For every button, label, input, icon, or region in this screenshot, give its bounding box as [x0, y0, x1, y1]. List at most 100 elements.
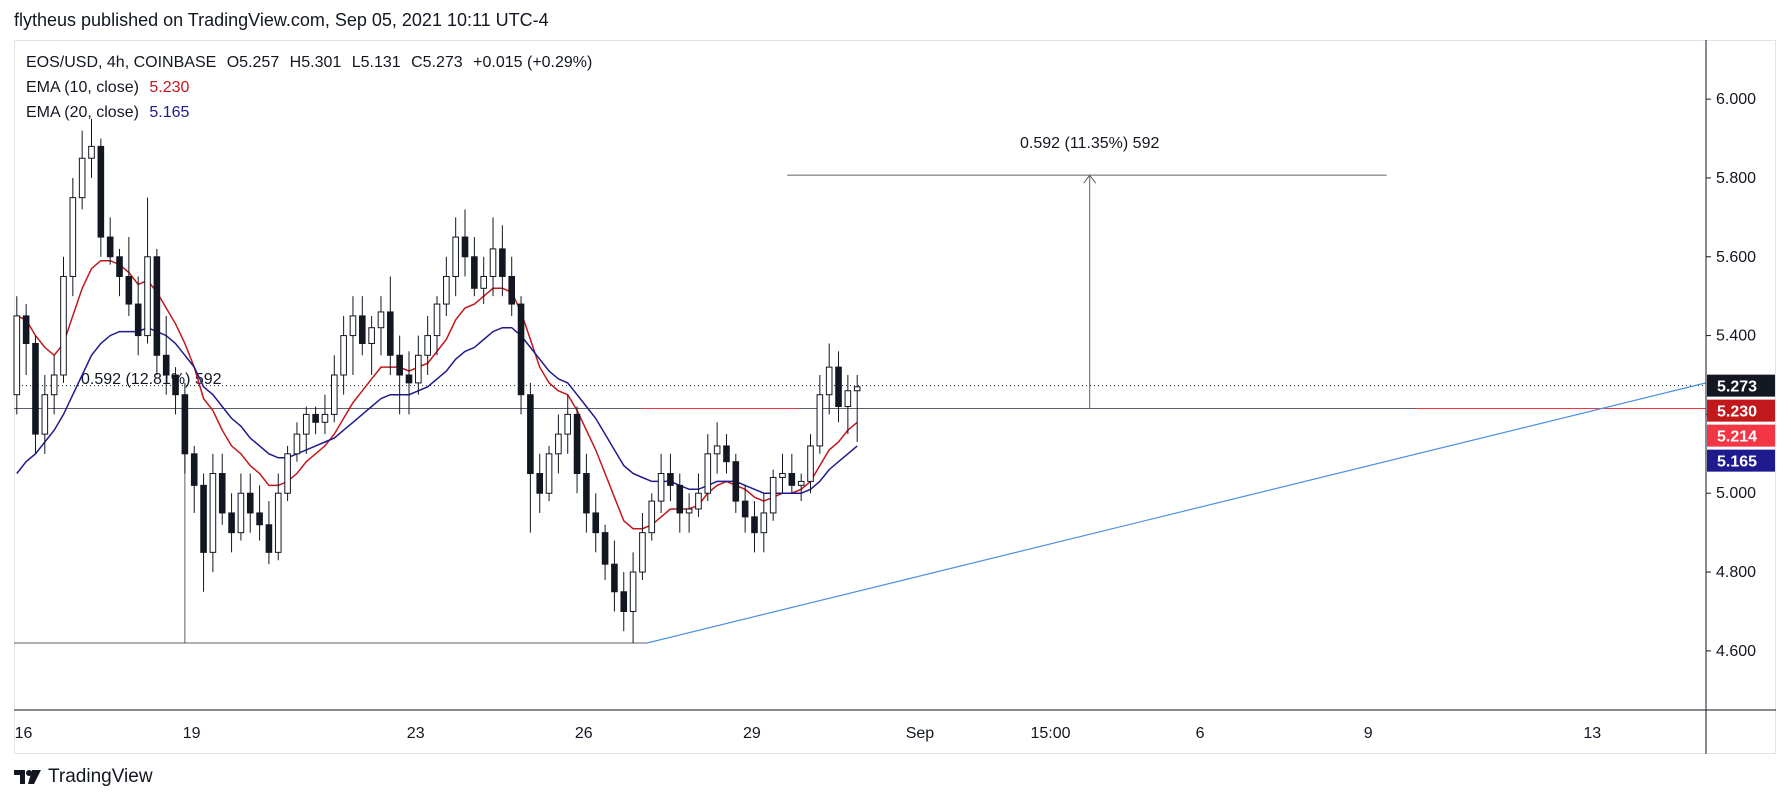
candle-body [22, 315, 30, 344]
price-tick-label: 4.600 [1716, 643, 1756, 660]
candle-body [88, 145, 95, 159]
chart-annotations: 0.592 (11.35%) 592 0.592 (12.81%) 592 [14, 135, 1707, 644]
candle-body [741, 500, 749, 518]
candle-body [676, 484, 684, 514]
candle-body [835, 366, 842, 408]
candle-body [564, 413, 572, 435]
candle-body [657, 473, 665, 502]
candle-body [396, 354, 403, 376]
candle-body [32, 342, 39, 435]
candle-body [181, 394, 189, 455]
price-badge-1-label: 5.214 [1717, 429, 1757, 446]
candle-body [50, 374, 58, 396]
last-price-label: 5.273 [1717, 379, 1757, 396]
candle-body [256, 512, 263, 526]
measure-up-label: 0.592 (11.35%) 592 [1020, 135, 1159, 152]
candle-body [284, 453, 291, 494]
tradingview-logo-icon [14, 770, 41, 784]
candle-body [769, 476, 777, 514]
candle-body [340, 335, 347, 376]
legend-symbol-line: EOS/USD, 4h, COINBASE O5.257 H5.301 L5.1… [26, 54, 598, 72]
candle-body [704, 453, 712, 494]
chart-axes: 4.6004.8005.0005.2005.4005.6005.8006.000… [14, 40, 1776, 754]
candle-body [265, 524, 273, 553]
ascending-trend-line [646, 382, 1707, 644]
time-tick-label: 16 [15, 725, 33, 742]
candle-body [144, 256, 151, 337]
candle-body [433, 303, 441, 337]
candle-body [527, 394, 534, 475]
candle-body [555, 433, 562, 455]
legend-ema10[interactable]: EMA (10, close) 5.230 [26, 79, 195, 97]
ema10-value: 5.230 [149, 79, 190, 96]
candle-body [639, 532, 646, 573]
candle-body [41, 394, 49, 435]
candle-body [788, 473, 796, 486]
candle-body [807, 445, 814, 482]
publish-info: flytheus published on TradingView.com, S… [14, 10, 549, 30]
candle-body [480, 275, 487, 289]
candle-body [452, 236, 459, 277]
candle-body [816, 394, 824, 447]
candle-body [751, 516, 758, 534]
candle-body [106, 236, 114, 258]
candle-body [713, 445, 721, 455]
time-tick-label: 15:00 [1030, 725, 1070, 742]
candle-body [13, 315, 21, 396]
candle-body [302, 413, 310, 435]
candle-body [246, 492, 254, 514]
candle-body [134, 303, 142, 337]
price-badge-2-box [1707, 449, 1775, 472]
price-tick-label: 4.800 [1716, 564, 1756, 581]
candle-body [312, 413, 319, 423]
legend-low: L5.131 [351, 54, 401, 71]
candle-body [349, 315, 357, 337]
price-tick-label: 5.400 [1716, 328, 1756, 345]
time-tick-label: 6 [1196, 725, 1205, 742]
tradingview-brand[interactable]: TradingView [14, 766, 153, 788]
candle-body [545, 453, 553, 494]
candle-body [358, 315, 366, 344]
candle-body [667, 473, 674, 486]
candle-body [69, 197, 77, 277]
time-tick-label: 23 [407, 725, 425, 742]
legend-change: +0.015 (+0.29%) [473, 54, 593, 71]
candle-body [779, 473, 786, 478]
candle-body [685, 508, 693, 514]
candle-body [125, 275, 133, 305]
candle-body [797, 480, 805, 486]
candle-body [200, 484, 207, 553]
price-tick-label: 5.600 [1716, 249, 1756, 266]
time-tick-label: 19 [183, 725, 201, 742]
candle-body [844, 390, 852, 408]
candle-body [274, 492, 282, 553]
candle-body [573, 413, 581, 475]
candle-body [377, 311, 385, 329]
candle-body [611, 563, 618, 593]
price-tick-label: 5.800 [1716, 170, 1756, 187]
candles [13, 118, 861, 643]
legend-close: C5.273 [411, 54, 463, 71]
candle-body [172, 374, 179, 396]
price-badge-1-box [1707, 424, 1775, 447]
last-price-box [1707, 374, 1775, 397]
candle-body [405, 374, 413, 384]
price-badge-0-label: 5.230 [1717, 404, 1757, 421]
candle-body [592, 512, 600, 534]
candle-body [508, 275, 516, 305]
candle-body [78, 157, 86, 199]
brand-name: TradingView [48, 766, 153, 787]
measure-left-label: 0.592 (12.81%) 592 [81, 371, 222, 388]
legend-open: O5.257 [226, 54, 280, 71]
candle-body [443, 275, 450, 305]
candle-body [153, 256, 161, 356]
candle-body [825, 366, 833, 396]
time-tick-label: 26 [575, 725, 593, 742]
legend-ema20[interactable]: EMA (20, close) 5.165 [26, 104, 195, 122]
candle-body [732, 461, 740, 502]
candle-body [461, 236, 469, 258]
legend-high: H5.301 [289, 54, 342, 71]
price-tick-label: 6.000 [1716, 91, 1756, 108]
candle-body [237, 492, 245, 534]
